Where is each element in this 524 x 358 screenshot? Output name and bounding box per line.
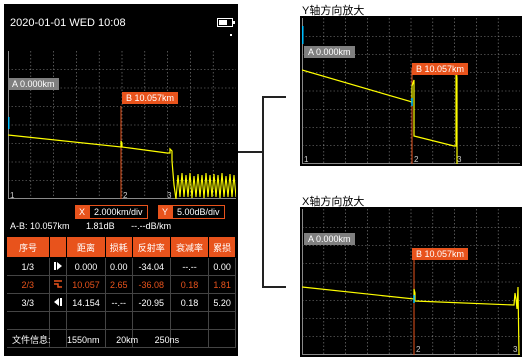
axis-mark-3: 3 [167,191,172,200]
bracket-vertical [262,96,264,288]
zoom-y-mark-3: 3 [457,155,462,164]
zoom-y-marker-a: A 0.000km [304,46,355,58]
col-icon [49,236,67,258]
table-row[interactable]: 1/3 0.000 0.00 -34.04 --.-- 0.00 [6,257,236,276]
start-event-icon [49,257,67,276]
marker-b-label: B 10.057km [122,92,179,104]
axis-mark-2: 2 [123,191,128,200]
cell-reflect: -34.04 [132,257,171,276]
table-header: 序号 距离 损耗 反射率 衰减率 累损 [6,236,236,258]
ab-loss: 1.81dB [86,221,115,231]
file-range: 20km [116,335,139,345]
trace-line [8,134,177,199]
bracket-top [262,96,286,98]
bracket-bottom [262,286,286,288]
ab-attenuation: --.--dB/km [131,221,172,231]
zoom-y-mark-2: 2 [414,155,419,164]
zoom-y-marker-b: B 10.057km [412,63,469,75]
zoom-y-mark-1: 1 [304,155,309,164]
ab-info: A-B: 10.057km 1.81dB --.--dB/km [10,221,185,231]
x-scale-value[interactable]: 2.000km/div [89,205,148,219]
col-loss: 损耗 [104,236,133,258]
zoom-x-mark-2: 2 [416,345,421,354]
cell-distance: 14.154 [66,293,106,312]
end-event-icon [49,293,67,312]
zoom-y-title: Y轴方向放大 [302,5,365,17]
zoom-x-marker-a: A 0.000km [304,233,355,245]
file-info-label: 文件信息: [12,335,51,345]
col-total: 累损 [208,236,236,258]
col-no: 序号 [6,236,50,258]
file-wavelength: 1550nm [67,335,100,345]
zoom-x-plot[interactable] [302,209,520,355]
cell-atten: --.-- [170,257,210,276]
battery-icon [217,18,235,27]
zoom-x-marker-b: B 10.057km [412,248,469,260]
y-scale-value[interactable]: 5.00dB/div [172,205,225,219]
cell-total: 0.00 [208,257,236,276]
datetime: 2020-01-01 WED 10:08 [10,17,126,29]
trace-plot[interactable] [8,51,236,199]
reflective-event-icon [49,275,67,294]
col-distance: 距离 [66,236,106,258]
cell-total: 5.20 [208,293,236,312]
y-key: Y [158,205,172,219]
cell-loss: 2.65 [105,275,133,294]
zoom-y-trace [302,67,458,164]
cell-loss: --.-- [105,293,133,312]
status-bar: 2020-01-01 WED 10:08 [4,4,238,36]
file-info: 文件信息: 1550nm 20km 250ns [12,333,193,346]
event-table: 序号 距离 损耗 反射率 衰减率 累损 1/3 0.000 0.00 -34.0… [6,236,236,348]
col-reflect: 反射率 [131,236,171,258]
zoom-x-trace [302,286,520,355]
cell-atten: 0.18 [170,293,210,312]
file-pulse: 250ns [154,335,180,345]
cell-distance: 0.000 [66,257,106,276]
cell-reflect: -36.08 [132,275,171,294]
cell-no: 1/3 [6,257,50,276]
cell-no: 3/3 [6,293,50,312]
marker-a-label: A 0.000km [8,78,59,90]
ab-distance: A-B: 10.057km [10,221,70,231]
y-scale-control[interactable]: Y 5.00dB/div [158,205,225,219]
zoom-x-mark-3: 3 [513,345,518,354]
table-row-empty [6,329,236,348]
cell-reflect: -20.95 [132,293,171,312]
cell-no: 2/3 [6,275,50,294]
table-row-empty [6,311,236,330]
x-scale-control[interactable]: X 2.000km/div [75,205,148,219]
x-key: X [75,205,89,219]
table-row[interactable]: 3/3 14.154 --.-- -20.95 0.18 5.20 [6,293,236,312]
table-row[interactable]: 2/3 10.057 2.65 -36.08 0.18 1.81 [6,275,236,294]
col-atten: 衰减率 [169,236,210,258]
cell-loss: 0.00 [105,257,133,276]
indicator-dot [230,34,232,36]
cell-total: 1.81 [208,275,236,294]
zoom-y-plot[interactable] [302,18,520,164]
cell-distance: 10.057 [66,275,106,294]
connector-line [238,151,263,153]
noise-line [175,172,236,199]
cell-atten: 0.18 [170,275,210,294]
grid [8,51,236,199]
zoom-x-title: X轴方向放大 [302,196,365,208]
axis-mark-1: 1 [10,191,15,200]
